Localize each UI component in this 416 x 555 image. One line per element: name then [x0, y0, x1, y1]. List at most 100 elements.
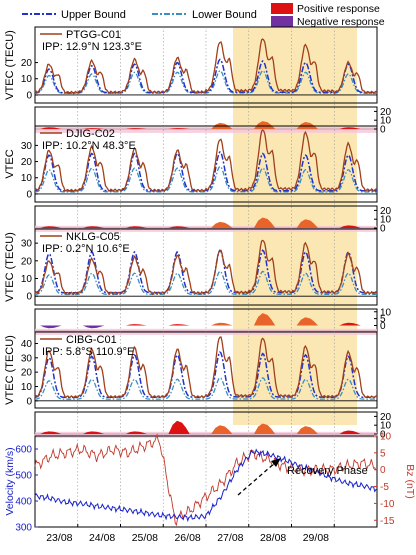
residual-area [253, 313, 276, 326]
upper-bound-line [34, 58, 378, 94]
recovery-phase-label: Recovery Phase [287, 465, 368, 477]
bz-line [34, 433, 378, 527]
legend: Upper Bound Lower Bound Positive respons… [22, 3, 385, 28]
residual-area [339, 322, 361, 326]
y-tick-label: 0 [26, 396, 32, 407]
y-tick-label: 10 [21, 382, 33, 393]
y-tick-label: 10 [21, 74, 33, 85]
legend-positive-label: Positive response [297, 3, 380, 15]
residual-area [168, 226, 190, 228]
lower-bound-line [34, 165, 378, 193]
bz-tick-label: 0 [380, 465, 386, 476]
residual-tick-label: 5 [380, 314, 386, 325]
residual-tick-label: 0 [380, 430, 386, 441]
velocity-tick-label: 400 [15, 497, 32, 508]
bz-tick-label: 5 [380, 448, 386, 459]
lower-bound-line [34, 69, 377, 95]
residual-band [35, 431, 377, 438]
legend-negative-swatch [271, 16, 293, 27]
velocity-tick-label: 600 [15, 445, 32, 456]
y-axis-label: VTEC (TECU) [4, 232, 16, 302]
residual-area [125, 431, 148, 434]
residual-tick-label: 20 [380, 107, 392, 118]
legend-positive-swatch [271, 3, 293, 14]
residual-area [125, 324, 148, 326]
residual-area [82, 226, 105, 228]
vtec-line [34, 129, 378, 193]
y-axis-label: VTEC [4, 149, 16, 178]
residual-tick-label: 0 [380, 125, 386, 136]
upper-bound-line [34, 350, 378, 399]
y-tick-label: 30 [21, 353, 33, 364]
velocity-tick-label: 300 [15, 523, 32, 534]
residual-area [296, 121, 319, 129]
x-tick-label: 25/08 [132, 532, 158, 544]
residual-area [40, 431, 62, 434]
residual-area [125, 128, 148, 129]
x-tick-label: 29/08 [303, 532, 329, 544]
residual-area [82, 128, 105, 129]
x-tick-label: 24/08 [89, 532, 115, 544]
residual-area [339, 430, 361, 434]
y-tick-label: 0 [26, 90, 32, 101]
residual-area [211, 221, 233, 228]
station-name: CIBG-C01 [66, 334, 117, 346]
y-tick-label: 20 [21, 157, 33, 168]
ipp-label: IPP: 5.8°S 110.9°E [42, 346, 134, 358]
residual-area [211, 322, 233, 326]
residual-tick-label: 10 [380, 307, 392, 318]
y-tick-label: 0 [26, 189, 32, 200]
y-tick-label: 0 [26, 292, 32, 303]
residual-tick-label: 10 [380, 215, 392, 226]
bz-tick-label: -5 [380, 482, 389, 493]
residual-tick-label: 0 [380, 321, 386, 332]
bz-tick-label: -15 [380, 516, 395, 527]
y-tick-label: 10 [21, 173, 33, 184]
residual-area [82, 431, 105, 434]
residual-area [253, 217, 276, 228]
bz-axis-label: Bz (nT) [404, 464, 416, 498]
x-tick-label: 27/08 [217, 532, 243, 544]
vtec-line [34, 239, 378, 296]
residual-area [339, 225, 361, 228]
residual-area [82, 325, 105, 329]
y-tick-label: 30 [21, 239, 33, 250]
y-axis-label: VTEC (TECU) [4, 335, 16, 405]
station-name: NKLG-C05 [66, 231, 120, 243]
residual-tick-label: 0 [380, 224, 386, 235]
residual-area [296, 317, 319, 326]
residual-tick-label: 20 [380, 412, 392, 423]
residual-tick-label: 20 [380, 206, 392, 217]
residual-area [40, 325, 62, 329]
x-tick-label: 28/08 [260, 532, 286, 544]
residual-area [168, 128, 190, 129]
residual-area [40, 226, 62, 228]
y-tick-label: 10 [21, 274, 33, 285]
residual-area [40, 127, 62, 129]
ipp-label: IPP: 0.2°N 10.6°E [42, 243, 130, 255]
vtec-line [34, 38, 378, 95]
vtec-line [34, 336, 378, 399]
legend-upper-label: Upper Bound [61, 9, 126, 21]
velocity-tick-label: 500 [15, 471, 32, 482]
residual-area [211, 425, 233, 434]
bz-tick-label: -10 [380, 499, 395, 510]
station-name: DJIG-C02 [66, 128, 115, 140]
ipp-label: IPP: 10.2°N 48.3°E [42, 140, 136, 152]
residual-area [296, 426, 319, 434]
y-tick-label: 40 [21, 339, 33, 350]
residual-tick-label: 10 [380, 116, 392, 127]
residual-tick-label: 10 [380, 421, 392, 432]
y-tick-label: 30 [21, 141, 33, 152]
residual-area [168, 324, 190, 326]
upper-bound-line [34, 150, 378, 192]
x-tick-label: 23/08 [46, 532, 72, 544]
x-tick-label: 26/08 [174, 532, 200, 544]
residual-area [168, 420, 190, 434]
residual-area [296, 219, 319, 228]
residual-area [339, 127, 361, 129]
